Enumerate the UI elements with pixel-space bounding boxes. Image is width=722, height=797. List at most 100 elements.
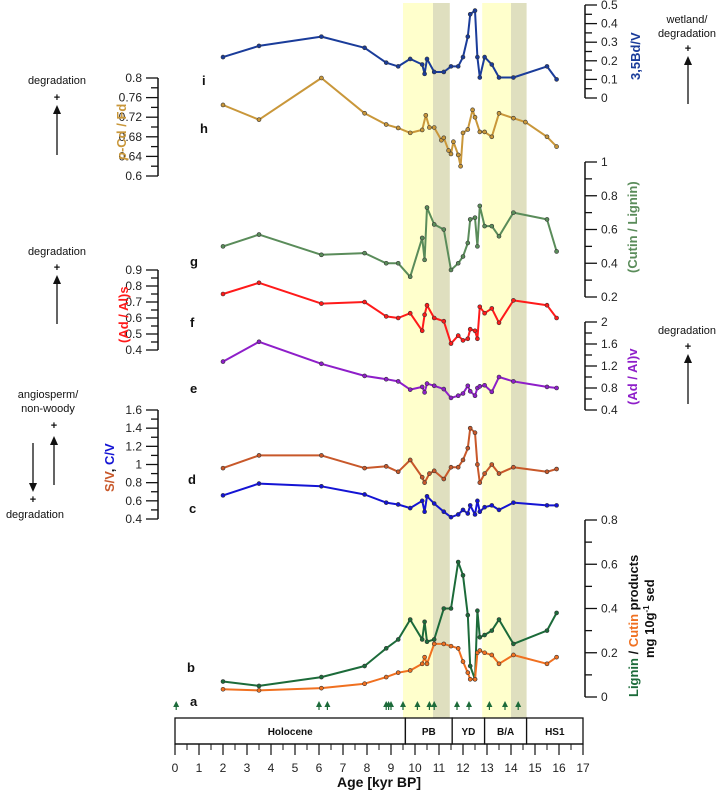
axis-unit-rest: sed xyxy=(642,579,657,605)
data-point xyxy=(431,468,437,474)
series-h xyxy=(220,75,559,169)
data-point xyxy=(472,8,478,13)
x-tick-label: 16 xyxy=(552,761,566,775)
data-point xyxy=(511,379,516,384)
arrowhead-icon xyxy=(684,56,692,65)
data-point xyxy=(424,56,430,62)
data-point xyxy=(511,641,516,647)
axis-title-slash: / xyxy=(626,647,641,658)
data-point xyxy=(477,634,483,640)
axis-title-e: (Ad / Al)v xyxy=(625,348,640,405)
data-point xyxy=(362,110,367,116)
data-point xyxy=(424,302,430,308)
data-point xyxy=(455,512,461,517)
data-point xyxy=(482,310,487,316)
data-point xyxy=(475,244,480,249)
y-tick-label: 0.64 xyxy=(119,149,143,163)
y-tick-label: 0.72 xyxy=(119,110,143,124)
plus-sign: + xyxy=(51,420,57,432)
note-wetland-degradation: wetland/ degradation + xyxy=(658,14,716,104)
data-point xyxy=(489,503,495,508)
data-point xyxy=(383,464,389,469)
data-point xyxy=(477,75,483,80)
axis-title-g: (Cutin / Lignin) xyxy=(625,181,640,273)
data-point xyxy=(448,643,454,649)
data-point xyxy=(407,668,413,673)
x-axis-title: Age [kyr BP] xyxy=(337,774,421,790)
note-angio-line1: angiosperm/ xyxy=(18,389,79,401)
axis-title-lignin: Lignin xyxy=(626,658,641,697)
data-point xyxy=(455,393,461,399)
data-point xyxy=(383,646,389,651)
period-label: YD xyxy=(461,727,475,738)
data-point xyxy=(477,648,483,653)
data-point xyxy=(424,639,430,644)
data-point xyxy=(489,628,495,633)
data-point xyxy=(455,64,461,69)
y-tick-label: 0.6 xyxy=(601,557,618,571)
x-tick-label: 14 xyxy=(504,761,518,775)
data-point xyxy=(256,453,262,458)
data-point xyxy=(465,34,471,39)
data-point xyxy=(220,102,226,108)
y-tick-label: 0.2 xyxy=(601,54,618,68)
data-point xyxy=(419,62,425,67)
data-point xyxy=(489,223,495,229)
data-point xyxy=(395,469,401,475)
data-point xyxy=(362,299,367,305)
x-tick-label: 13 xyxy=(480,761,494,775)
tree-icon xyxy=(324,701,331,710)
x-tick-label: 15 xyxy=(528,761,542,775)
y-tick-label: 2 xyxy=(601,315,608,329)
data-point xyxy=(448,341,454,346)
data-point xyxy=(472,328,478,334)
data-point xyxy=(460,54,466,60)
data-point xyxy=(460,457,466,463)
y-tick-label: 0.4 xyxy=(601,256,618,270)
data-point xyxy=(383,314,389,319)
data-point xyxy=(482,129,487,135)
data-point xyxy=(431,222,437,227)
arrowhead-icon xyxy=(29,483,37,492)
data-point xyxy=(319,685,324,691)
y-tick-label: 0 xyxy=(601,91,608,105)
arrowhead-icon xyxy=(53,275,61,284)
period-box xyxy=(525,717,584,745)
data-point xyxy=(441,386,447,392)
data-point xyxy=(431,641,437,647)
data-point xyxy=(395,502,401,507)
data-point xyxy=(441,227,447,232)
data-point xyxy=(475,498,480,504)
y-tick-label: 0 xyxy=(601,690,608,704)
axis-title-h: p-Cd / Fd xyxy=(114,104,129,161)
y-tick-label: 1.4 xyxy=(125,421,142,435)
data-point xyxy=(441,69,447,75)
data-point xyxy=(395,637,401,642)
data-point xyxy=(220,679,226,684)
data-point xyxy=(455,152,461,158)
note-degradation-text: degradation xyxy=(28,246,86,258)
tree-icon xyxy=(414,701,421,710)
data-point xyxy=(319,34,324,39)
plus-sign: + xyxy=(685,43,691,55)
data-point xyxy=(465,336,471,342)
data-point xyxy=(467,676,473,682)
note-angiosperm: angiosperm/ non-woody + + degradation xyxy=(6,389,79,521)
data-point xyxy=(362,250,367,256)
y-tick-label: 0.5 xyxy=(125,327,142,341)
plus-sign: + xyxy=(54,262,60,274)
data-point xyxy=(554,654,559,660)
data-point xyxy=(256,232,262,237)
data-point xyxy=(496,661,502,667)
y-tick-label: 0.8 xyxy=(125,71,142,85)
data-point xyxy=(482,650,487,656)
data-point xyxy=(256,43,262,49)
data-point xyxy=(383,500,389,505)
data-point xyxy=(511,652,516,658)
y-tick-label: 0.4 xyxy=(125,343,142,357)
y-tick-label: 0.1 xyxy=(601,72,618,86)
data-point xyxy=(407,56,413,62)
data-point xyxy=(422,390,427,395)
y-tick-label: 1.6 xyxy=(125,403,142,417)
data-point xyxy=(477,509,483,515)
